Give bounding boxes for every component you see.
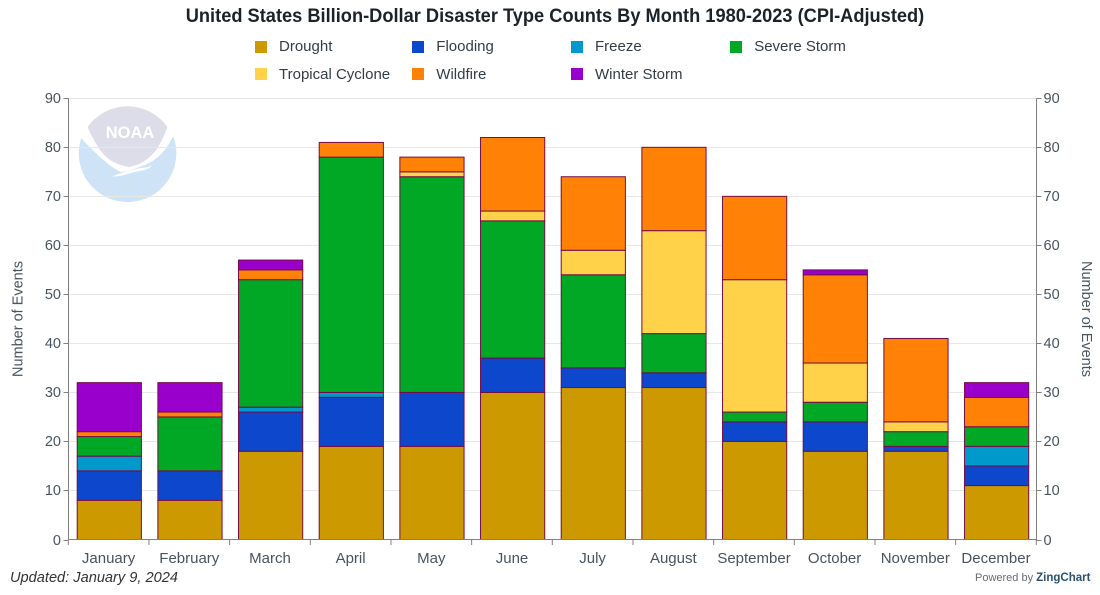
- svg-text:30: 30: [1044, 385, 1060, 401]
- svg-text:80: 80: [45, 140, 61, 156]
- svg-text:70: 70: [45, 189, 61, 205]
- svg-text:June: June: [496, 550, 529, 567]
- svg-text:30: 30: [45, 385, 61, 401]
- svg-text:NOAA: NOAA: [106, 124, 155, 142]
- svg-text:90: 90: [45, 91, 61, 107]
- svg-text:0: 0: [1044, 533, 1052, 549]
- svg-text:10: 10: [1044, 483, 1060, 499]
- svg-text:March: March: [249, 550, 291, 567]
- svg-text:50: 50: [45, 287, 61, 303]
- svg-text:80: 80: [1044, 140, 1060, 156]
- svg-text:August: August: [650, 550, 698, 567]
- svg-text:February: February: [159, 550, 220, 567]
- svg-text:January: January: [82, 550, 136, 567]
- svg-text:70: 70: [1044, 189, 1060, 205]
- svg-text:20: 20: [1044, 434, 1060, 450]
- svg-text:December: December: [961, 550, 1030, 567]
- svg-text:November: November: [881, 550, 950, 567]
- svg-text:90: 90: [1044, 91, 1060, 107]
- svg-text:20: 20: [45, 434, 61, 450]
- svg-text:0: 0: [53, 533, 61, 549]
- svg-text:50: 50: [1044, 287, 1060, 303]
- svg-text:60: 60: [45, 238, 61, 254]
- svg-text:Number of Events: Number of Events: [11, 261, 27, 377]
- svg-text:40: 40: [1044, 336, 1060, 352]
- svg-text:September: September: [717, 550, 790, 567]
- svg-text:40: 40: [45, 336, 61, 352]
- svg-text:60: 60: [1044, 238, 1060, 254]
- svg-text:May: May: [417, 550, 446, 567]
- svg-text:10: 10: [45, 483, 61, 499]
- svg-text:October: October: [808, 550, 861, 567]
- svg-text:July: July: [579, 550, 606, 567]
- svg-text:April: April: [336, 550, 366, 567]
- svg-text:Number of Events: Number of Events: [1078, 261, 1094, 377]
